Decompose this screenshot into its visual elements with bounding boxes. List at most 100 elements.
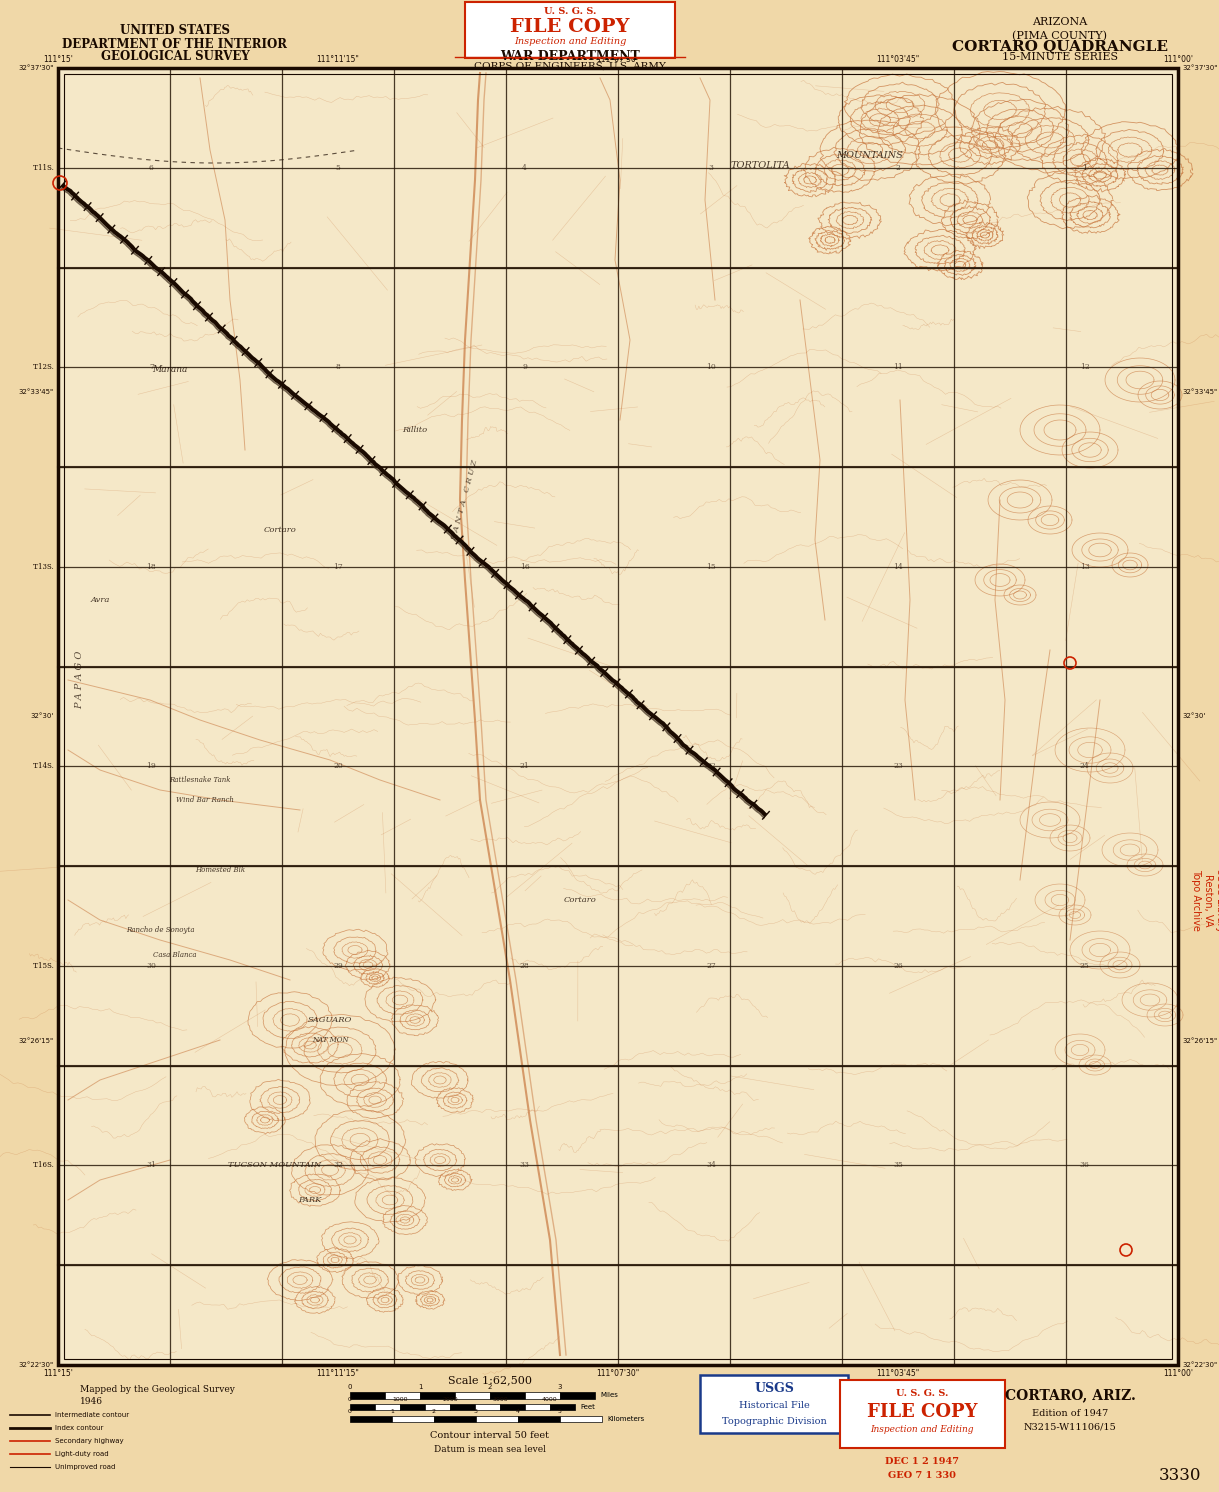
Bar — [525, 1404, 550, 1410]
Bar — [65, 75, 1171, 1359]
Text: Rattlesnake Tank: Rattlesnake Tank — [169, 776, 230, 783]
Text: 0: 0 — [347, 1385, 352, 1391]
Text: Wind Bar Ranch: Wind Bar Ranch — [176, 797, 234, 804]
Text: Avra: Avra — [90, 595, 110, 604]
Text: 12: 12 — [1080, 364, 1090, 372]
Bar — [385, 1392, 421, 1399]
Text: 111°07'30": 111°07'30" — [596, 55, 640, 64]
Text: 21: 21 — [519, 762, 529, 770]
Text: 19: 19 — [146, 762, 156, 770]
Bar — [59, 69, 1178, 1365]
Text: 111°07'30": 111°07'30" — [596, 1370, 640, 1379]
Bar — [350, 1404, 375, 1410]
Bar — [350, 1416, 393, 1422]
Text: P A P A G O: P A P A G O — [76, 651, 84, 709]
Text: 2: 2 — [432, 1408, 436, 1414]
Text: 32°26'15": 32°26'15" — [1182, 1038, 1217, 1044]
Text: 111°15': 111°15' — [43, 1370, 73, 1379]
Text: T.12S.: T.12S. — [33, 364, 55, 372]
Text: 111°03'45": 111°03'45" — [876, 1370, 919, 1379]
Text: 1: 1 — [1082, 164, 1087, 172]
Text: 2: 2 — [896, 164, 901, 172]
Text: 4000: 4000 — [542, 1397, 558, 1402]
Text: 32°30': 32°30' — [30, 713, 54, 719]
Text: 32°22'30": 32°22'30" — [18, 1362, 54, 1368]
Bar — [560, 1392, 595, 1399]
Text: 16: 16 — [519, 562, 529, 571]
Text: 8: 8 — [335, 364, 340, 372]
Text: ARIZONA: ARIZONA — [1032, 16, 1087, 27]
Text: Intermediate contour: Intermediate contour — [55, 1411, 129, 1417]
Text: USGS Library
Reston, VA
Topo Archive: USGS Library Reston, VA Topo Archive — [1191, 868, 1219, 932]
Text: Kilometers: Kilometers — [607, 1416, 645, 1422]
Text: 30: 30 — [146, 962, 156, 970]
Text: 111°00': 111°00' — [1163, 1370, 1193, 1379]
Text: 23: 23 — [894, 762, 903, 770]
Text: 111°03'45": 111°03'45" — [876, 55, 919, 64]
Bar — [475, 1404, 500, 1410]
Text: Scale 1:62,500: Scale 1:62,500 — [449, 1376, 531, 1385]
Text: S A N T A   C R U Z: S A N T A C R U Z — [451, 460, 479, 542]
Text: Contour interval 50 feet: Contour interval 50 feet — [430, 1431, 550, 1440]
Text: NAT MON: NAT MON — [312, 1035, 349, 1044]
Text: 15: 15 — [707, 562, 717, 571]
Text: 28: 28 — [519, 962, 529, 970]
Text: Inspection and Editing: Inspection and Editing — [870, 1425, 974, 1434]
Text: 2000: 2000 — [442, 1397, 458, 1402]
Text: WAR DEPARTMENT: WAR DEPARTMENT — [500, 51, 640, 64]
Text: 11: 11 — [894, 364, 903, 372]
Text: 18: 18 — [146, 562, 156, 571]
Text: 32°33'45": 32°33'45" — [18, 389, 54, 395]
Text: 32°22'30": 32°22'30" — [1182, 1362, 1217, 1368]
Text: T.15S.: T.15S. — [33, 962, 55, 970]
Text: 0: 0 — [349, 1397, 352, 1402]
Text: 32: 32 — [333, 1161, 343, 1170]
Bar — [500, 1404, 525, 1410]
Text: CORTARO QUADRANGLE: CORTARO QUADRANGLE — [952, 39, 1168, 54]
Text: Edition of 1947: Edition of 1947 — [1031, 1408, 1108, 1417]
Bar — [840, 1380, 1004, 1449]
Text: SAGUARO: SAGUARO — [308, 1016, 352, 1024]
Text: T.16S.: T.16S. — [33, 1161, 55, 1170]
Text: 111°11'15": 111°11'15" — [317, 1370, 360, 1379]
Text: 32°37'30": 32°37'30" — [1182, 66, 1218, 72]
Text: 20: 20 — [333, 762, 343, 770]
Text: 3: 3 — [558, 1385, 562, 1391]
Text: FILE COPY: FILE COPY — [511, 18, 630, 36]
Text: 14: 14 — [894, 562, 903, 571]
Bar — [350, 1392, 385, 1399]
Text: Cortaro: Cortaro — [563, 897, 596, 904]
Text: 32°33'45": 32°33'45" — [1182, 389, 1217, 395]
Text: Unimproved road: Unimproved road — [55, 1464, 116, 1470]
Text: 3: 3 — [708, 164, 714, 172]
Text: DEC 1 2 1947: DEC 1 2 1947 — [885, 1458, 959, 1467]
Text: Secondary highway: Secondary highway — [55, 1438, 123, 1444]
Text: 1: 1 — [418, 1385, 422, 1391]
Text: 15-MINUTE SERIES: 15-MINUTE SERIES — [1002, 52, 1118, 63]
Text: Topographic Division: Topographic Division — [722, 1416, 826, 1425]
Bar — [425, 1404, 450, 1410]
Text: 7: 7 — [149, 364, 154, 372]
Text: Rancho de Sonoyta: Rancho de Sonoyta — [126, 927, 194, 934]
Bar — [455, 1392, 490, 1399]
Text: 34: 34 — [706, 1161, 717, 1170]
Text: 5: 5 — [558, 1408, 562, 1414]
Text: 3: 3 — [474, 1408, 478, 1414]
Text: 32°26'15": 32°26'15" — [18, 1038, 54, 1044]
Text: U. S. G. S.: U. S. G. S. — [544, 7, 596, 16]
Bar — [375, 1404, 400, 1410]
Text: 35: 35 — [894, 1161, 903, 1170]
Text: Light-duty road: Light-duty road — [55, 1452, 108, 1458]
Bar — [490, 1392, 525, 1399]
Text: U. S. G. S.: U. S. G. S. — [896, 1389, 948, 1398]
Bar — [550, 1404, 575, 1410]
Text: T.13S.: T.13S. — [33, 562, 55, 571]
Text: TORTOLITA: TORTOLITA — [730, 161, 790, 170]
Text: USGS: USGS — [755, 1383, 794, 1395]
Bar — [434, 1416, 475, 1422]
Text: 111°11'15": 111°11'15" — [317, 55, 360, 64]
Text: 4: 4 — [522, 164, 527, 172]
Text: 29: 29 — [333, 962, 343, 970]
Text: 2: 2 — [488, 1385, 492, 1391]
Text: 111°15': 111°15' — [43, 55, 73, 64]
